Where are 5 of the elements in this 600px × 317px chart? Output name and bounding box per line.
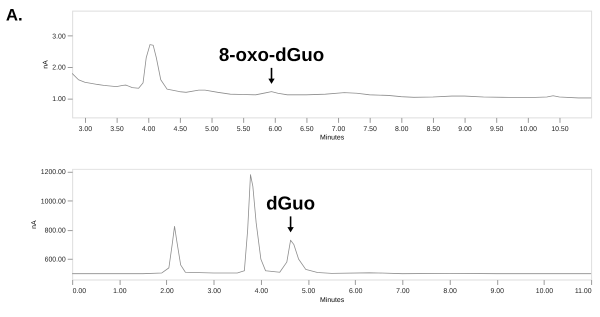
annotation: 8-oxo-dGuo [218,44,324,66]
text: A. [6,6,23,25]
line-series [72,44,592,98]
line-series [72,174,592,274]
annotation: dGuo [266,192,316,214]
